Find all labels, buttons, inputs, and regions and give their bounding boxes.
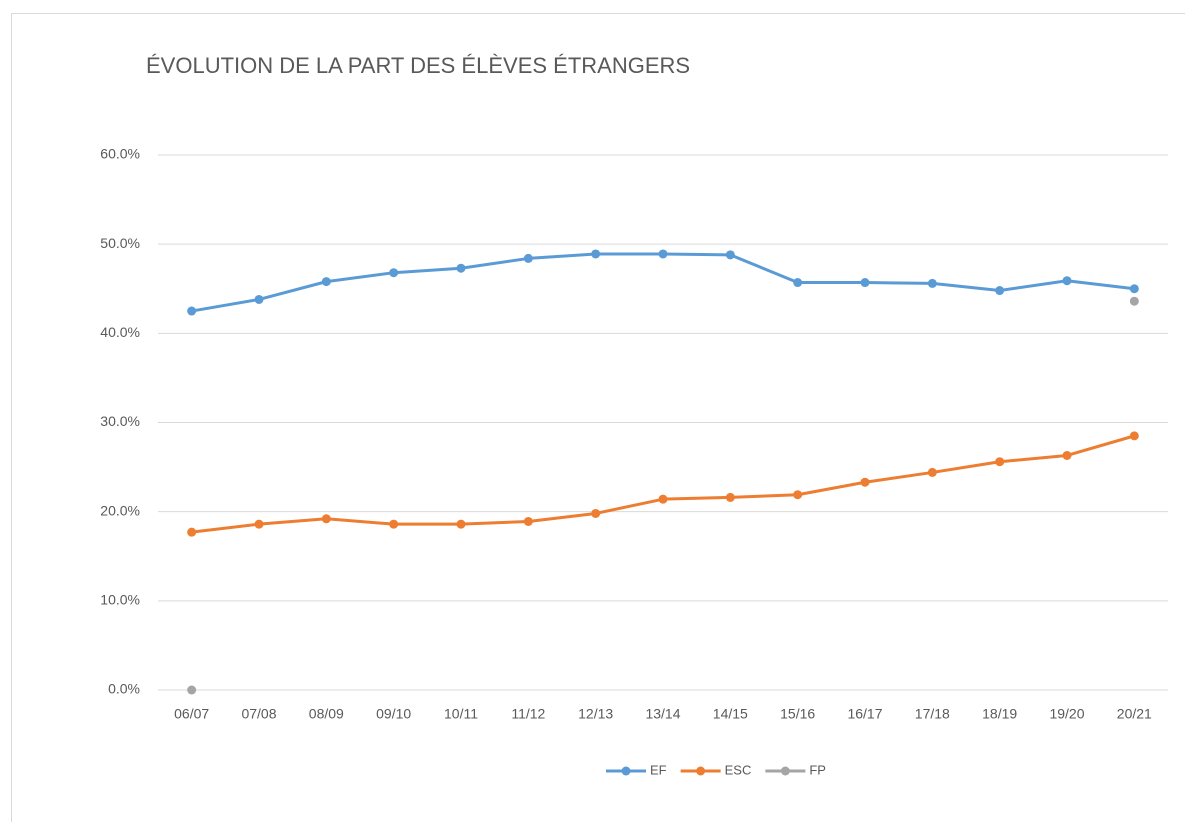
data-point	[591, 509, 600, 518]
y-tick-label: 10.0%	[100, 592, 140, 608]
data-point	[389, 268, 398, 277]
x-tick-label: 13/14	[645, 706, 680, 722]
data-point	[1130, 284, 1139, 293]
chart-title: ÉVOLUTION DE LA PART DES ÉLÈVES ÉTRANGER…	[146, 53, 690, 78]
data-point	[322, 514, 331, 523]
x-tick-label: 20/21	[1117, 706, 1152, 722]
y-tick-label: 20.0%	[100, 502, 140, 518]
data-point	[255, 295, 264, 304]
data-point	[995, 457, 1004, 466]
data-point	[187, 528, 196, 537]
data-point	[726, 493, 735, 502]
data-point	[389, 520, 398, 529]
chart-border	[12, 14, 1185, 823]
data-point	[793, 278, 802, 287]
legend-label: EF	[650, 762, 667, 777]
data-point	[255, 520, 264, 529]
data-point	[793, 490, 802, 499]
data-point	[861, 278, 870, 287]
data-point	[457, 520, 466, 529]
data-point	[187, 686, 196, 695]
y-tick-label: 40.0%	[100, 324, 140, 340]
data-point	[457, 264, 466, 273]
data-point	[995, 286, 1004, 295]
data-point	[928, 468, 937, 477]
y-tick-label: 30.0%	[100, 413, 140, 429]
y-tick-label: 60.0%	[100, 146, 140, 162]
y-tick-label: 0.0%	[108, 681, 140, 697]
x-tick-label: 15/16	[780, 706, 815, 722]
data-point	[1063, 451, 1072, 460]
x-tick-label: 19/20	[1049, 706, 1084, 722]
x-tick-label: 06/07	[174, 706, 209, 722]
x-tick-label: 08/09	[309, 706, 344, 722]
data-point	[524, 517, 533, 526]
data-point	[322, 277, 331, 286]
x-tick-label: 18/19	[982, 706, 1017, 722]
data-point	[187, 307, 196, 316]
legend-label: FP	[809, 762, 826, 777]
data-point	[659, 495, 668, 504]
data-point	[1130, 431, 1139, 440]
data-point	[861, 478, 870, 487]
data-point	[659, 249, 668, 258]
legend-marker	[696, 767, 705, 776]
data-point	[928, 279, 937, 288]
data-point	[1130, 297, 1139, 306]
y-tick-label: 50.0%	[100, 235, 140, 251]
x-tick-label: 07/08	[241, 706, 276, 722]
x-tick-label: 12/13	[578, 706, 613, 722]
legend-label: ESC	[725, 762, 752, 777]
data-point	[1063, 276, 1072, 285]
data-point	[726, 250, 735, 259]
x-tick-label: 10/11	[444, 706, 478, 722]
data-point	[591, 249, 600, 258]
x-tick-label: 17/18	[915, 706, 950, 722]
legend-marker	[622, 767, 631, 776]
x-tick-label: 16/17	[847, 706, 882, 722]
data-point	[524, 254, 533, 263]
x-tick-label: 14/15	[713, 706, 748, 722]
x-tick-label: 09/10	[376, 706, 411, 722]
x-tick-label: 11/12	[511, 706, 545, 722]
legend-marker	[781, 767, 790, 776]
